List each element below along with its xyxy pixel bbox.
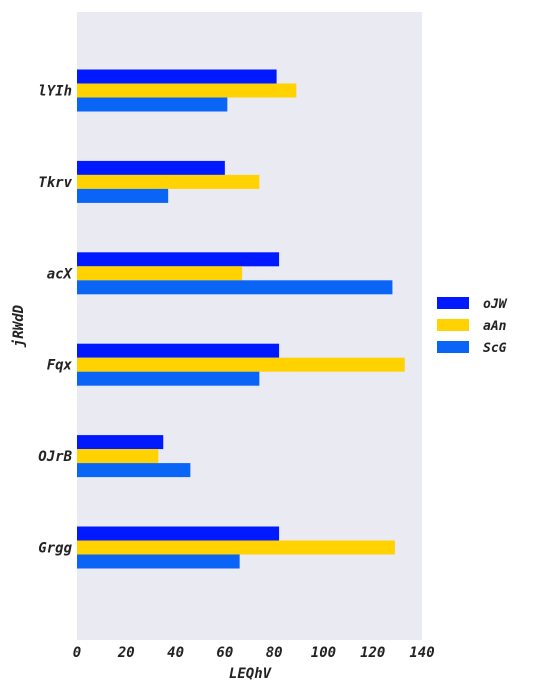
bar-ScG-lYIh xyxy=(77,98,227,112)
x-tick-label: 60 xyxy=(216,645,233,661)
y-tick-label: Grgg xyxy=(38,541,72,557)
y-tick-label: lYIh xyxy=(38,84,72,100)
x-tick-label: 100 xyxy=(311,645,336,661)
bar-aAn-acX xyxy=(77,266,242,280)
x-tick-label: 120 xyxy=(360,645,385,661)
x-tick-label: 0 xyxy=(73,645,81,661)
legend-label-oJW: oJW xyxy=(483,297,508,312)
y-tick-labels: lYIh Tkrv acX Fqx OJrB Grgg xyxy=(38,84,73,557)
x-tick-label: 20 xyxy=(117,645,135,661)
bar-aAn-Fqx xyxy=(77,358,405,372)
x-tick-label: 140 xyxy=(409,645,434,661)
x-axis-title: LEQhV xyxy=(229,666,273,682)
bar-ScG-Tkrv xyxy=(77,189,168,203)
x-tick-label: 80 xyxy=(266,645,283,661)
legend-label-aAn: aAn xyxy=(483,319,507,334)
bar-aAn-Tkrv xyxy=(77,175,259,189)
bar-ScG-acX xyxy=(77,280,392,294)
bar-aAn-Grgg xyxy=(77,541,395,555)
bar-ScG-Fqx xyxy=(77,372,259,386)
bar-oJW-lYIh xyxy=(77,70,277,84)
y-tick-label: Tkrv xyxy=(38,175,72,191)
x-tick-label: 40 xyxy=(167,645,184,661)
legend-swatch-oJW xyxy=(437,297,469,309)
legend-label-ScG: ScG xyxy=(483,341,507,356)
bar-oJW-acX xyxy=(77,252,279,266)
y-tick-label: acX xyxy=(47,266,74,282)
bar-ScG-OJrB xyxy=(77,463,190,477)
bar-oJW-Fqx xyxy=(77,344,279,358)
y-axis-title: jRWdD xyxy=(11,305,27,348)
x-tick-labels: 0 20 40 60 80 100 120 140 xyxy=(73,645,435,661)
bar-oJW-OJrB xyxy=(77,435,163,449)
legend-swatch-aAn xyxy=(437,319,469,331)
bar-oJW-Tkrv xyxy=(77,161,225,175)
y-tick-label: OJrB xyxy=(38,449,72,465)
bar-oJW-Grgg xyxy=(77,527,279,541)
bar-ScG-Grgg xyxy=(77,555,240,569)
legend: oJW aAn ScG xyxy=(437,297,508,356)
y-tick-label: Fqx xyxy=(47,358,73,374)
bar-aAn-OJrB xyxy=(77,449,158,463)
legend-swatch-ScG xyxy=(437,341,469,353)
bar-aAn-lYIh xyxy=(77,84,296,98)
